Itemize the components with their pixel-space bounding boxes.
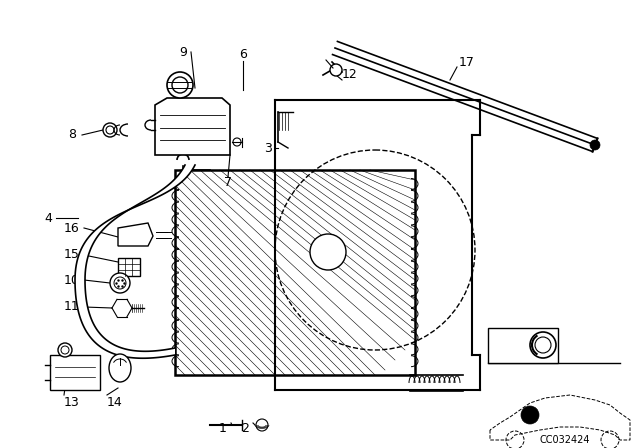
Text: 12: 12: [342, 69, 358, 82]
Bar: [488, 328, 558, 363]
Text: 5: 5: [503, 336, 511, 349]
Circle shape: [103, 123, 117, 137]
Circle shape: [530, 332, 556, 358]
Polygon shape: [155, 98, 230, 155]
Bar: [50, 355, 100, 390]
Text: CC032424: CC032424: [540, 435, 590, 445]
Text: 6: 6: [239, 48, 247, 61]
Text: 1: 1: [219, 422, 227, 435]
Text: 10: 10: [64, 273, 80, 287]
Polygon shape: [118, 223, 153, 246]
Bar: [118, 258, 140, 276]
Text: 14: 14: [107, 396, 123, 409]
Text: 8: 8: [68, 129, 76, 142]
Text: 11: 11: [64, 301, 80, 314]
Text: 3: 3: [264, 142, 272, 155]
Polygon shape: [75, 165, 195, 358]
Circle shape: [172, 77, 188, 93]
Text: 17: 17: [459, 56, 475, 69]
Circle shape: [310, 234, 346, 270]
Bar: [175, 170, 415, 375]
Circle shape: [590, 140, 600, 150]
Circle shape: [521, 406, 539, 424]
Ellipse shape: [109, 354, 131, 382]
Text: 2: 2: [241, 422, 249, 435]
Text: 16: 16: [64, 221, 80, 234]
Circle shape: [330, 64, 342, 76]
Text: 4: 4: [44, 211, 52, 224]
Text: 5: 5: [324, 246, 332, 258]
Text: 7: 7: [224, 177, 232, 190]
Text: 13: 13: [64, 396, 80, 409]
Polygon shape: [490, 395, 630, 440]
Text: 9: 9: [179, 46, 187, 59]
Circle shape: [110, 273, 130, 293]
Text: 15: 15: [64, 249, 80, 262]
Circle shape: [167, 72, 193, 98]
Circle shape: [58, 343, 72, 357]
Circle shape: [256, 419, 268, 431]
Circle shape: [114, 277, 126, 289]
